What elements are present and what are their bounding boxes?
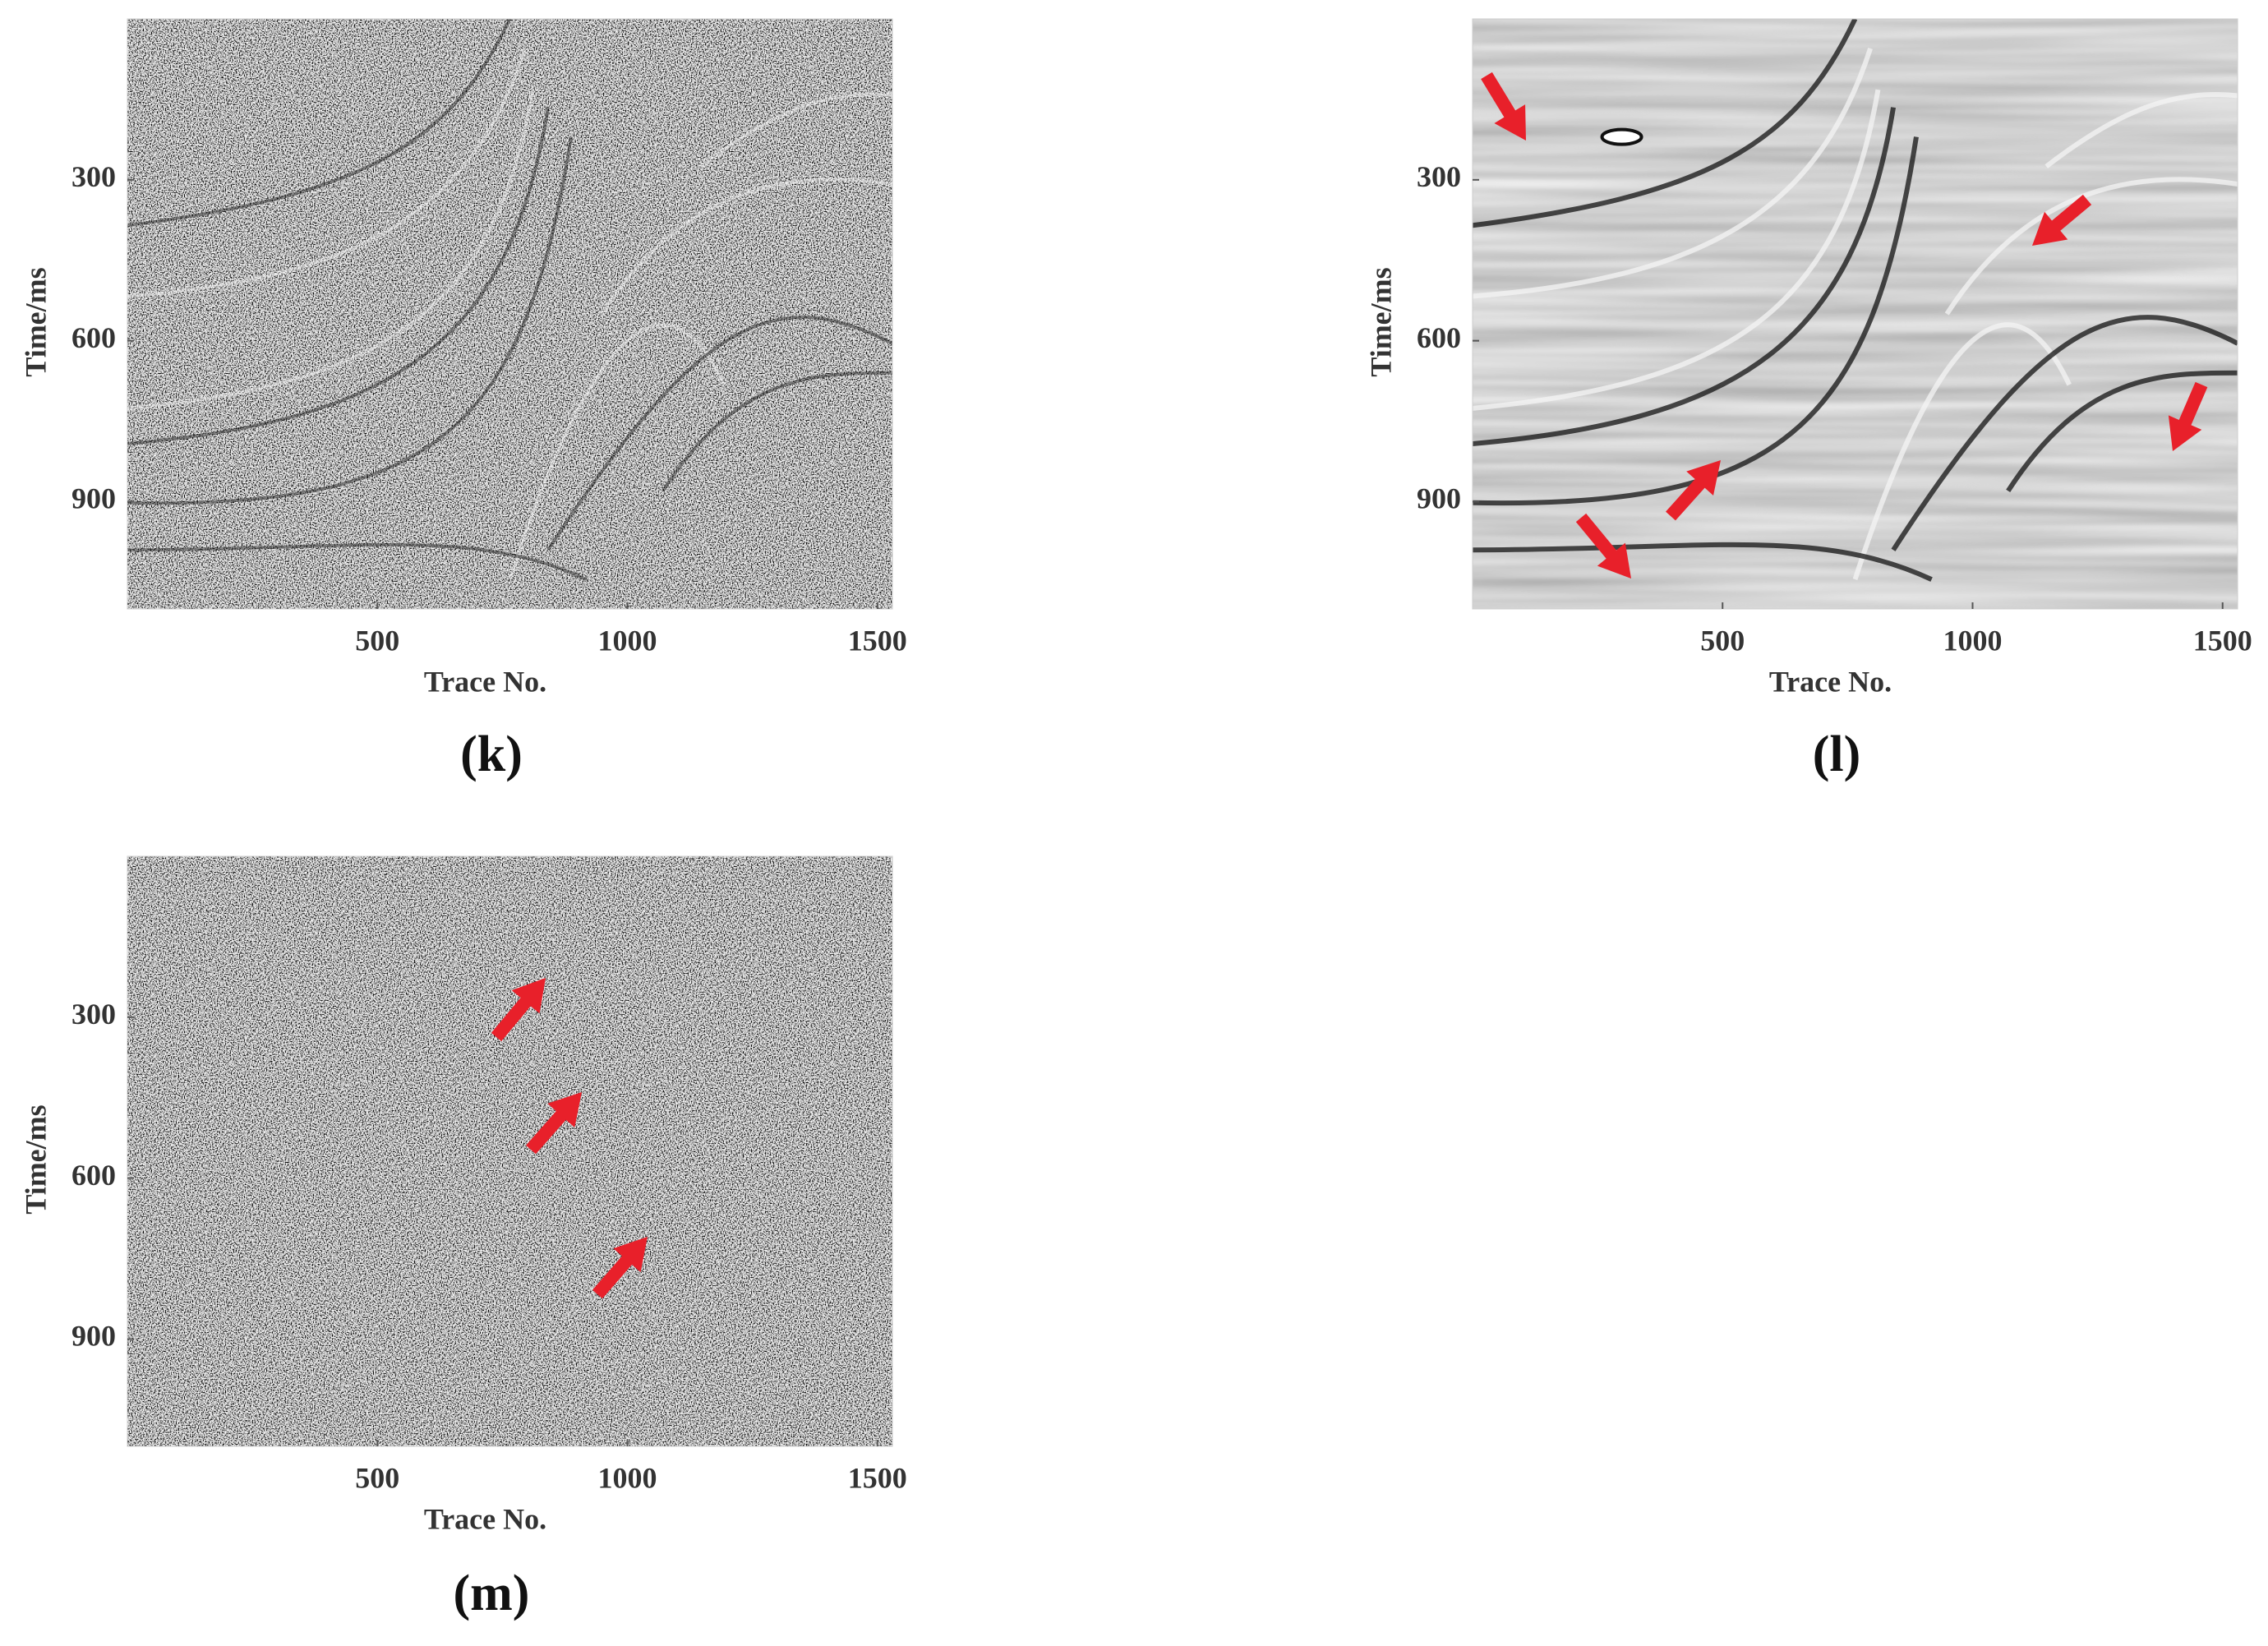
x-axis-label: Trace No. <box>424 665 546 698</box>
reflector <box>1473 89 1881 411</box>
arrow <box>1666 460 1721 521</box>
reflector <box>1473 107 1897 446</box>
x-axis-label: Trace No. <box>1769 665 1892 698</box>
reflector <box>600 178 892 316</box>
caption: (m) <box>454 1565 530 1621</box>
reflector <box>700 93 892 168</box>
x-tick-label: 1000 <box>597 624 657 657</box>
x-tick-label: 1000 <box>1943 624 2002 657</box>
reflector <box>2044 92 2238 168</box>
plot-frame <box>127 18 893 610</box>
panel: 500 1000 1500 300 600 900 Trace No. Time/ms (l) <box>1364 18 2252 782</box>
image-background <box>127 856 892 1446</box>
reflector <box>127 542 588 581</box>
y-tick-label: 600 <box>71 1159 116 1192</box>
reflector <box>1473 136 1919 506</box>
image-background <box>1473 19 2238 609</box>
reflector <box>1852 322 2072 581</box>
y-tick-label: 300 <box>1417 160 1461 193</box>
x-tick-label: 500 <box>355 1461 399 1494</box>
arrow <box>592 1237 648 1299</box>
y-tick-label: 300 <box>71 160 116 193</box>
anomaly <box>1600 127 1643 146</box>
arrow <box>2032 194 2092 246</box>
arrow <box>1481 71 1526 141</box>
reflector <box>662 371 892 492</box>
arrow <box>2168 381 2208 451</box>
reflector <box>546 316 892 551</box>
x-tick-label: 1500 <box>848 1461 907 1494</box>
caption: (l) <box>1813 726 1861 782</box>
image-background <box>127 19 892 609</box>
x-tick-label: 500 <box>1700 624 1745 657</box>
reflector <box>1473 19 1858 228</box>
reflector <box>508 323 726 580</box>
panel: 500 1000 1500 300 600 900 Trace No. Time/ms (k) <box>19 18 907 782</box>
reflector <box>127 89 535 410</box>
x-axis-label: Trace No. <box>424 1502 546 1535</box>
reflector <box>127 107 551 445</box>
y-axis-label: Time/ms <box>19 267 52 376</box>
x-tick-label: 1500 <box>848 624 907 657</box>
x-tick-label: 1000 <box>597 1461 657 1494</box>
seismic-image <box>1473 19 2238 609</box>
y-tick-label: 300 <box>71 998 116 1030</box>
reflector <box>127 19 512 228</box>
reflector <box>127 136 573 505</box>
reflector <box>127 48 528 298</box>
x-tick-label: 1500 <box>2193 624 2252 657</box>
y-tick-label: 900 <box>1417 482 1461 515</box>
arrow <box>1575 513 1631 579</box>
seismic-image <box>127 19 892 609</box>
reflector <box>2006 370 2238 493</box>
y-axis-label: Time/ms <box>19 1104 52 1214</box>
reflector <box>1944 177 2238 316</box>
y-tick-label: 600 <box>1417 321 1461 354</box>
y-tick-label: 900 <box>71 1320 116 1353</box>
y-tick-label: 600 <box>71 321 116 354</box>
caption: (k) <box>460 726 523 782</box>
panel: 500 1000 1500 300 600 900 Trace No. Time/ms (m) <box>19 855 907 1621</box>
y-axis-label: Time/ms <box>1364 267 1397 376</box>
plot-frame <box>1472 18 2238 610</box>
reflector <box>1473 47 1873 299</box>
y-tick-label: 900 <box>71 482 116 515</box>
plot-frame <box>127 855 893 1447</box>
reflector <box>1891 315 2238 551</box>
x-tick-label: 500 <box>355 624 399 657</box>
arrow <box>526 1092 582 1155</box>
arrow <box>491 978 546 1042</box>
seismic-image <box>127 856 892 1446</box>
reflector <box>1473 542 1933 582</box>
